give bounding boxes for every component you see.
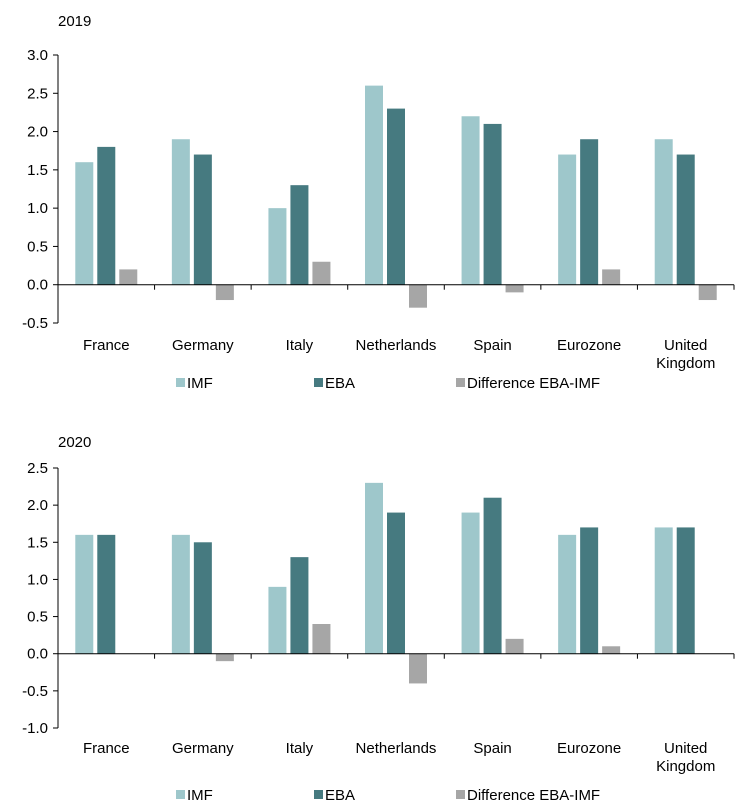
category-label: France <box>83 740 130 757</box>
bar-imf <box>558 534 577 654</box>
chart-2020: 2020 2.5 2.0 1.5 1.0 0.5 0.0 -0.5 -1.0 France Ge… <box>22 434 735 804</box>
category-label: United Kingdom <box>656 337 715 372</box>
category-label: Spain <box>473 740 511 757</box>
category-labels: France Germany Italy Netherlands Spain Eurozo… <box>83 337 715 372</box>
y-tick-label: 1.5 <box>27 162 48 179</box>
bar-eba <box>97 146 116 285</box>
bar-imf <box>461 512 480 654</box>
category-label: Germany <box>172 337 234 354</box>
bar-imf <box>365 85 383 285</box>
bar-imf <box>654 527 673 654</box>
category-label: Eurozone <box>557 740 621 757</box>
legend-eba-label: EBA <box>325 787 355 804</box>
bars-group <box>75 85 717 308</box>
y-tick-labels: 2.5 2.0 1.5 1.0 0.5 0.0 -0.5 -1.0 <box>22 460 48 737</box>
y-tick-label: 2.0 <box>27 497 48 514</box>
bar-difference <box>215 284 234 301</box>
category-label: Spain <box>473 337 511 354</box>
category-label: Netherlands <box>356 740 437 757</box>
y-tick-label: 2.5 <box>27 85 48 102</box>
bar-eba <box>387 512 405 654</box>
legend-difference-label: Difference EBA-IMF <box>467 787 600 804</box>
bar-eba <box>676 154 695 285</box>
legend: IMF EBA Difference EBA-IMF <box>176 375 600 392</box>
bar-difference <box>312 261 331 285</box>
y-tick-label: 2.5 <box>27 460 48 477</box>
bar-eba <box>290 185 309 285</box>
bar-difference <box>312 624 331 654</box>
y-tick-label: 0.5 <box>27 238 48 255</box>
chart-2019: 2019 3.0 2.5 2.0 1.5 1.0 0.5 0.0 -0.5 France Ger… <box>22 13 735 392</box>
bar-difference <box>602 646 621 654</box>
legend-eba-swatch <box>314 378 323 387</box>
bar-imf <box>365 482 383 654</box>
y-tick-labels: 3.0 2.5 2.0 1.5 1.0 0.5 0.0 -0.5 <box>22 47 48 332</box>
y-tick-label: 0.5 <box>27 609 48 626</box>
bar-difference <box>215 653 234 662</box>
chart-title: 2020 <box>58 434 91 451</box>
category-labels: France Germany Italy Netherlands Spain Eurozo… <box>83 740 715 775</box>
legend-eba-swatch <box>314 790 323 799</box>
category-label: Italy <box>286 740 314 757</box>
bar-eba <box>97 534 116 654</box>
bar-eba <box>387 108 405 285</box>
bar-difference <box>409 284 427 308</box>
category-label: Germany <box>172 740 234 757</box>
legend-imf-swatch <box>176 378 185 387</box>
bar-eba <box>193 154 212 285</box>
axes-group <box>53 467 735 729</box>
bar-eba <box>483 123 502 285</box>
chart-title: 2019 <box>58 13 91 30</box>
y-tick-label: -0.5 <box>22 315 48 332</box>
bar-eba <box>483 497 502 654</box>
legend-imf-label: IMF <box>187 375 213 392</box>
bar-difference <box>505 284 524 293</box>
bar-imf <box>268 586 287 654</box>
legend-difference-label: Difference EBA-IMF <box>467 375 600 392</box>
legend-difference-swatch <box>456 378 465 387</box>
bar-eba <box>580 139 599 285</box>
y-tick-label: 0.0 <box>27 277 48 294</box>
y-tick-label: 3.0 <box>27 47 48 64</box>
legend: IMF EBA Difference EBA-IMF <box>176 787 600 804</box>
y-tick-label: 1.0 <box>27 571 48 588</box>
bar-difference <box>505 638 524 654</box>
bar-difference <box>698 284 717 301</box>
bar-imf <box>171 139 190 285</box>
bar-difference <box>119 269 138 285</box>
bar-imf <box>268 208 287 285</box>
legend-eba-label: EBA <box>325 375 355 392</box>
y-tick-label: -1.0 <box>22 720 48 737</box>
bars-group <box>75 482 695 684</box>
legend-imf-swatch <box>176 790 185 799</box>
bar-difference <box>409 653 427 684</box>
category-label: France <box>83 337 130 354</box>
bar-imf <box>75 534 94 654</box>
bar-eba <box>193 542 212 654</box>
axes-group <box>53 54 735 324</box>
y-tick-label: -0.5 <box>22 683 48 700</box>
category-label: Italy <box>286 337 314 354</box>
y-tick-label: 1.5 <box>27 534 48 551</box>
y-tick-label: 0.0 <box>27 646 48 663</box>
category-label: Eurozone <box>557 337 621 354</box>
bar-eba <box>676 527 695 654</box>
bar-imf <box>654 139 673 285</box>
bar-imf <box>461 116 480 285</box>
legend-imf-label: IMF <box>187 787 213 804</box>
bar-difference <box>602 269 621 285</box>
category-label: Netherlands <box>356 337 437 354</box>
bar-eba <box>580 527 599 654</box>
bar-eba <box>290 557 309 654</box>
category-label: United Kingdom <box>656 740 715 775</box>
bar-imf <box>558 154 577 285</box>
bar-imf <box>75 162 94 285</box>
y-tick-label: 1.0 <box>27 200 48 217</box>
legend-difference-swatch <box>456 790 465 799</box>
bar-imf <box>171 534 190 654</box>
y-tick-label: 2.0 <box>27 124 48 141</box>
